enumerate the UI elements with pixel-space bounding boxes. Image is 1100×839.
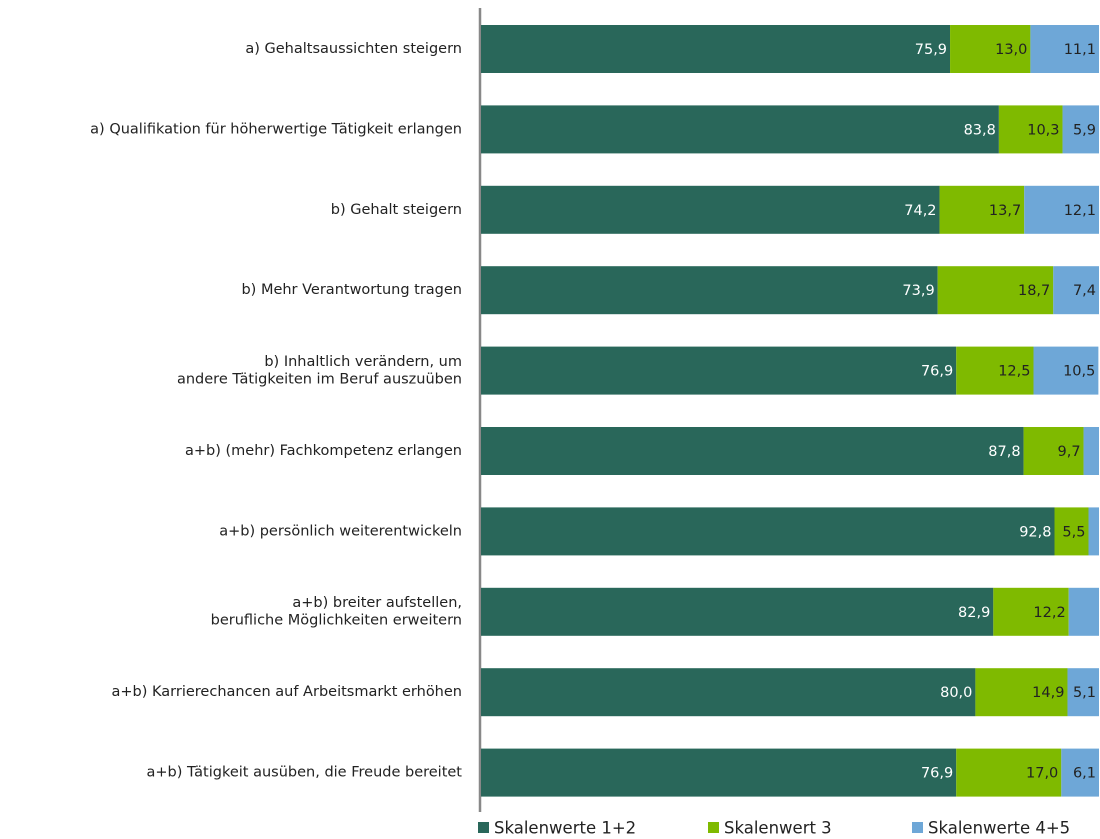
value-label: 10,3 [1027,122,1059,138]
bar-segment [1088,507,1099,556]
bar-segment [481,185,940,234]
value-label: 9,7 [1057,444,1080,460]
value-label: 92,8 [1019,524,1051,540]
value-label: 83,8 [964,122,996,138]
legend-swatch [912,822,923,833]
legend-swatch [708,822,719,833]
bar-segment [1024,185,1099,234]
bar-segment [1067,668,1099,717]
bar-segment [1083,427,1099,475]
category-label: a+b) persönlich weiterentwickeln [219,523,462,539]
value-label: 13,7 [989,203,1021,219]
value-label: 17,0 [1026,766,1058,782]
bar-segment [975,668,1068,717]
legend-label: Skalenwerte 4+5 [928,819,1070,838]
legend-label: Skalenwert 3 [724,819,832,838]
bar-segment [481,105,999,154]
value-label: 5,1 [1073,685,1096,701]
value-label: 13,0 [995,42,1027,58]
bar-segment [1053,266,1099,315]
value-label: 18,7 [1018,283,1050,299]
bar-segment [939,185,1025,234]
bar-segment [1061,748,1099,797]
bar-segment [993,587,1069,636]
bar-segment [481,587,994,636]
category-label: a+b) breiter aufstellen, berufliche Mögli… [211,595,462,628]
bar-segment [481,25,951,73]
category-label: a+b) Tätigkeit ausüben, die Freude berei… [147,765,463,781]
bar-segment [956,748,1062,797]
category-label: b) Inhaltlich verändern, um andere Tätigk… [177,354,462,387]
bar-segment [937,266,1054,315]
value-label: 75,9 [915,42,947,58]
bar-segment [481,748,957,797]
value-label: 11,1 [1064,42,1096,58]
bar-segment [950,25,1031,73]
value-label: 7,4 [1073,283,1096,299]
bar-segment [481,507,1055,556]
value-label: 14,9 [1032,685,1064,701]
category-label: b) Mehr Verantwortung tragen [241,282,462,298]
value-label: 5,5 [1062,524,1085,540]
value-label: 80,0 [940,685,972,701]
bar-segment [481,668,976,717]
bar-segment [481,266,938,315]
bar-segment [1033,346,1099,395]
bar-segment [481,427,1024,475]
value-label: 73,9 [902,283,934,299]
bar-segment [1062,105,1099,154]
value-label: 5,9 [1073,122,1096,138]
bar-segment [481,346,957,395]
value-label: 10,5 [1063,364,1095,380]
category-label: a) Qualifikation für höherwertige Tätigk… [90,121,462,137]
value-label: 74,2 [904,203,936,219]
category-label: a) Gehaltsaussichten steigern [245,41,462,57]
value-label: 76,9 [921,364,953,380]
bar-segment [1068,587,1099,636]
category-label: b) Gehalt steigern [331,202,462,218]
legend-swatch [478,822,489,833]
bar-segment [1030,25,1099,73]
value-label: 87,8 [988,444,1020,460]
value-label: 82,9 [958,605,990,621]
value-label: 12,1 [1064,203,1096,219]
bar-segment [1023,427,1084,475]
bar-segment [956,346,1034,395]
category-label: a+b) (mehr) Fachkompetenz erlangen [185,443,462,459]
bar-segment [998,105,1063,154]
value-label: 12,2 [1033,605,1065,621]
bar-segment [1054,507,1089,556]
legend-label: Skalenwerte 1+2 [494,819,636,838]
value-label: 76,9 [921,766,953,782]
value-label: 6,1 [1073,766,1096,782]
category-label: a+b) Karrierechancen auf Arbeitsmarkt er… [112,684,462,700]
value-label: 12,5 [998,364,1030,380]
